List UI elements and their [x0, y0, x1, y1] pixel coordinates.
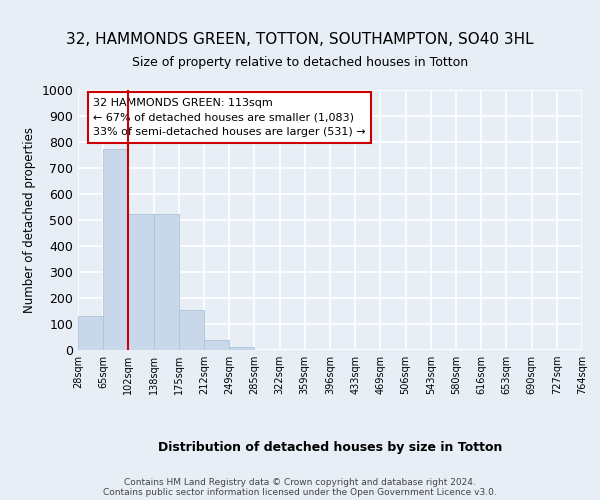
Text: 32 HAMMONDS GREEN: 113sqm
← 67% of detached houses are smaller (1,083)
33% of se: 32 HAMMONDS GREEN: 113sqm ← 67% of detac… [93, 98, 366, 138]
Bar [229, 347, 254, 350]
Text: Distribution of detached houses by size in Totton: Distribution of detached houses by size … [158, 441, 502, 454]
Text: Size of property relative to detached houses in Totton: Size of property relative to detached ho… [132, 56, 468, 69]
Bar [128, 214, 154, 350]
Text: 32, HAMMONDS GREEN, TOTTON, SOUTHAMPTON, SO40 3HL: 32, HAMMONDS GREEN, TOTTON, SOUTHAMPTON,… [66, 32, 534, 48]
Y-axis label: Number of detached properties: Number of detached properties [23, 127, 36, 313]
Bar [204, 340, 229, 350]
Bar [78, 316, 103, 350]
Bar [179, 310, 204, 350]
Text: Contains HM Land Registry data © Crown copyright and database right 2024.
Contai: Contains HM Land Registry data © Crown c… [103, 478, 497, 497]
Bar [103, 148, 128, 350]
Bar [154, 214, 179, 350]
